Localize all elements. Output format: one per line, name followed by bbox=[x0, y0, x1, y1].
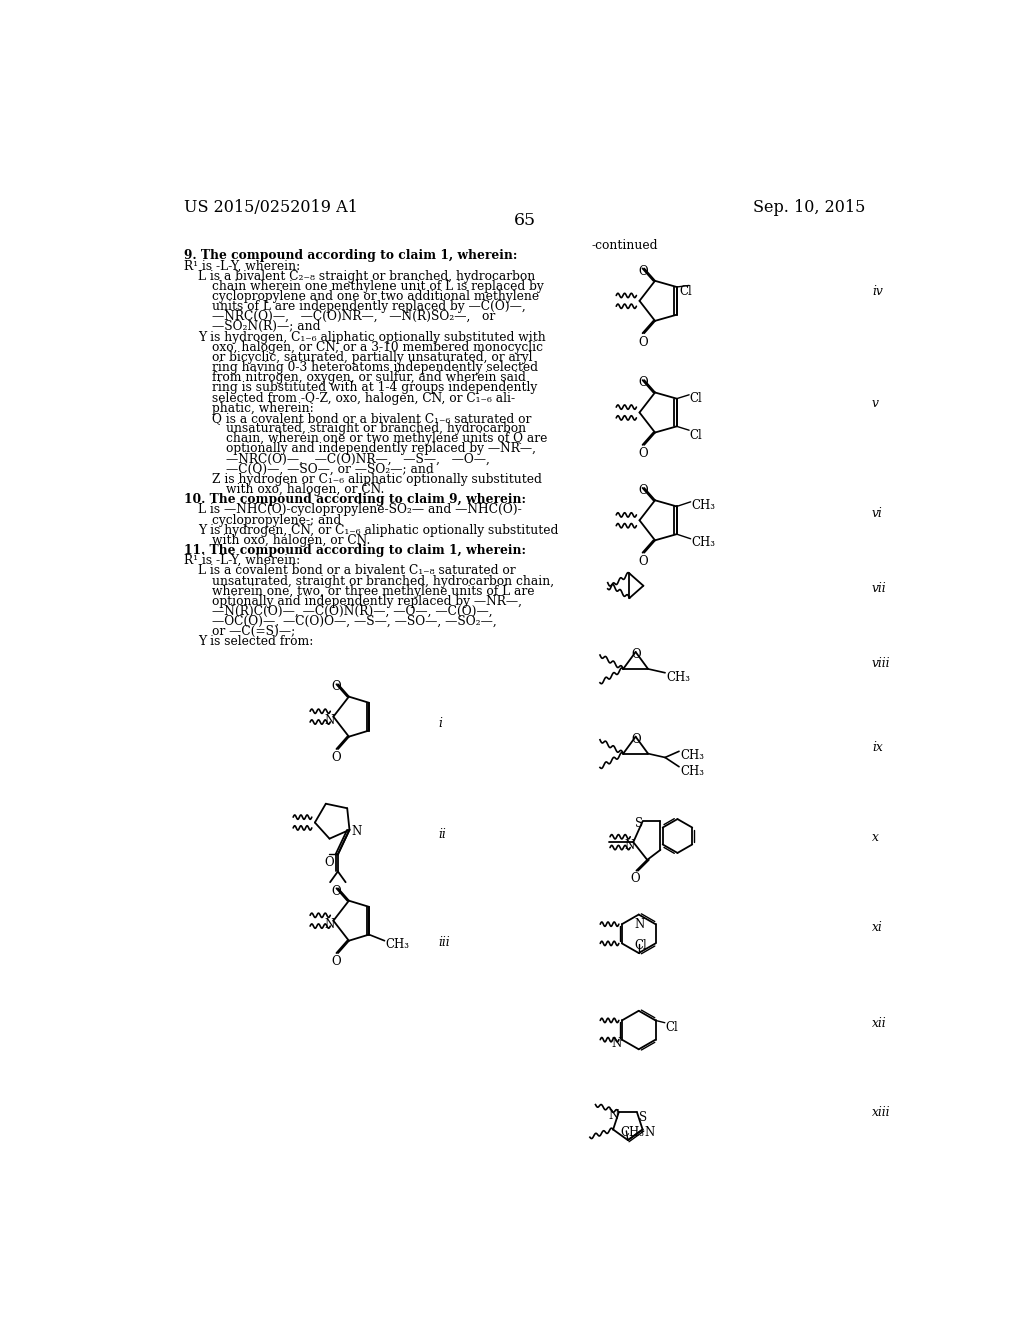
Text: cyclopropylene and one or two additional methylene: cyclopropylene and one or two additional… bbox=[212, 290, 539, 302]
Text: 9. The compound according to claim 1, wherein:: 9. The compound according to claim 1, wh… bbox=[183, 249, 517, 263]
Text: phatic, wherein:: phatic, wherein: bbox=[212, 401, 313, 414]
Text: Sep. 10, 2015: Sep. 10, 2015 bbox=[754, 199, 866, 216]
Text: Q is a covalent bond or a bivalent C₁₋₆ saturated or: Q is a covalent bond or a bivalent C₁₋₆ … bbox=[212, 412, 531, 425]
Text: O: O bbox=[632, 733, 641, 746]
Text: x: x bbox=[872, 830, 879, 843]
Text: selected from -Q-Z, oxo, halogen, CN, or C₁₋₆ ali-: selected from -Q-Z, oxo, halogen, CN, or… bbox=[212, 392, 515, 404]
Text: v: v bbox=[872, 397, 879, 411]
Text: vii: vii bbox=[872, 582, 887, 595]
Text: O: O bbox=[332, 751, 341, 764]
Text: CH₃: CH₃ bbox=[667, 671, 690, 684]
Text: 11. The compound according to claim 1, wherein:: 11. The compound according to claim 1, w… bbox=[183, 544, 525, 557]
Text: Cl: Cl bbox=[666, 1022, 678, 1034]
Text: O: O bbox=[632, 648, 641, 661]
Text: —NRC(O)—,   —C(O)NR—,   —N(R)SO₂—,   or: —NRC(O)—, —C(O)NR—, —N(R)SO₂—, or bbox=[212, 310, 495, 323]
Text: S: S bbox=[639, 1110, 647, 1123]
Text: chain wherein one methylene unit of L is replaced by: chain wherein one methylene unit of L is… bbox=[212, 280, 544, 293]
Text: xii: xii bbox=[872, 1016, 887, 1030]
Text: N: N bbox=[644, 1126, 654, 1139]
Text: N: N bbox=[611, 1036, 622, 1049]
Text: optionally and independently replaced by —NR—,: optionally and independently replaced by… bbox=[212, 595, 521, 607]
Text: Y is selected from:: Y is selected from: bbox=[198, 635, 313, 648]
Text: xiii: xiii bbox=[872, 1106, 891, 1118]
Text: Cl: Cl bbox=[635, 940, 647, 952]
Text: unsaturated, straight or branched, hydrocarbon chain,: unsaturated, straight or branched, hydro… bbox=[212, 574, 554, 587]
Text: oxo, halogen, or CN, or a 3-10 membered monocyclic: oxo, halogen, or CN, or a 3-10 membered … bbox=[212, 341, 543, 354]
Text: optionally and independently replaced by —NR—,: optionally and independently replaced by… bbox=[225, 442, 536, 455]
Text: O: O bbox=[638, 335, 647, 348]
Text: O: O bbox=[630, 873, 640, 886]
Text: Cl: Cl bbox=[690, 429, 702, 442]
Text: R¹ is -L-Y, wherein:: R¹ is -L-Y, wherein: bbox=[183, 260, 300, 272]
Text: O: O bbox=[332, 884, 341, 898]
Text: ring is substituted with at 1-4 groups independently: ring is substituted with at 1-4 groups i… bbox=[212, 381, 537, 395]
Text: iii: iii bbox=[438, 936, 450, 949]
Text: N: N bbox=[324, 714, 334, 726]
Text: 10. The compound according to claim 9, wherein:: 10. The compound according to claim 9, w… bbox=[183, 494, 525, 506]
Text: O: O bbox=[638, 447, 647, 461]
Text: CH₃: CH₃ bbox=[385, 939, 410, 952]
Text: Z is hydrogen or C₁₋₆ aliphatic optionally substituted: Z is hydrogen or C₁₋₆ aliphatic optional… bbox=[212, 473, 542, 486]
Text: R¹ is -L-Y, wherein:: R¹ is -L-Y, wherein: bbox=[183, 554, 300, 568]
Text: ii: ii bbox=[438, 829, 445, 841]
Text: O: O bbox=[638, 554, 647, 568]
Text: L is —NHC(O)-cyclopropylene-SO₂— and —NHC(O)-: L is —NHC(O)-cyclopropylene-SO₂— and —NH… bbox=[198, 503, 521, 516]
Text: vi: vi bbox=[872, 507, 883, 520]
Text: CH₃: CH₃ bbox=[621, 1126, 644, 1139]
Text: O: O bbox=[638, 376, 647, 389]
Text: —OC(O)—, —C(O)O—, —S—, —SO—, —SO₂—,: —OC(O)—, —C(O)O—, —S—, —SO—, —SO₂—, bbox=[212, 615, 497, 628]
Text: CH₃: CH₃ bbox=[681, 766, 705, 779]
Text: L is a covalent bond or a bivalent C₁₋₈ saturated or: L is a covalent bond or a bivalent C₁₋₈ … bbox=[198, 565, 515, 577]
Text: i: i bbox=[438, 718, 442, 730]
Text: wherein one, two, or three methylene units of L are: wherein one, two, or three methylene uni… bbox=[212, 585, 535, 598]
Text: O: O bbox=[638, 484, 647, 498]
Text: US 2015/0252019 A1: US 2015/0252019 A1 bbox=[183, 199, 357, 216]
Text: N: N bbox=[351, 825, 361, 838]
Text: iv: iv bbox=[872, 285, 883, 298]
Text: —N(R)C(O)—, —C(O)N(R)—, —O—, —C(O)—,: —N(R)C(O)—, —C(O)N(R)—, —O—, —C(O)—, bbox=[212, 605, 493, 618]
Text: Cl: Cl bbox=[680, 285, 692, 298]
Text: O: O bbox=[332, 681, 341, 693]
Text: Cl: Cl bbox=[690, 392, 702, 405]
Text: xi: xi bbox=[872, 921, 883, 933]
Text: CH₃: CH₃ bbox=[681, 748, 705, 762]
Text: O: O bbox=[324, 857, 334, 869]
Text: —SO₂N(R)—; and: —SO₂N(R)—; and bbox=[212, 321, 321, 334]
Text: or —C(=S)—;: or —C(=S)—; bbox=[212, 626, 295, 639]
Text: unsaturated, straight or branched, hydrocarbon: unsaturated, straight or branched, hydro… bbox=[225, 422, 525, 436]
Text: S: S bbox=[635, 817, 643, 830]
Text: with oxo, halogen, or CN.: with oxo, halogen, or CN. bbox=[212, 533, 370, 546]
Text: —C(O)—, —SO—, or —SO₂—; and: —C(O)—, —SO—, or —SO₂—; and bbox=[225, 463, 433, 475]
Text: L is a bivalent C₂₋₈ straight or branched, hydrocarbon: L is a bivalent C₂₋₈ straight or branche… bbox=[198, 269, 535, 282]
Text: N: N bbox=[635, 917, 645, 931]
Text: ix: ix bbox=[872, 741, 883, 754]
Text: Y is hydrogen, CN, or C₁₋₆ aliphatic optionally substituted: Y is hydrogen, CN, or C₁₋₆ aliphatic opt… bbox=[198, 524, 558, 537]
Text: N: N bbox=[324, 917, 334, 931]
Text: O: O bbox=[638, 264, 647, 277]
Text: units of L are independently replaced by —C(O)—,: units of L are independently replaced by… bbox=[212, 300, 525, 313]
Text: N: N bbox=[624, 840, 634, 853]
Text: -continued: -continued bbox=[592, 239, 658, 252]
Text: CH₃: CH₃ bbox=[691, 536, 716, 549]
Text: or bicyclic, saturated, partially unsaturated, or aryl: or bicyclic, saturated, partially unsatu… bbox=[212, 351, 532, 364]
Text: N: N bbox=[608, 1109, 618, 1122]
Text: —NRC(O)—,   —C(O)NR—,   —S—,   —O—,: —NRC(O)—, —C(O)NR—, —S—, —O—, bbox=[225, 453, 489, 466]
Text: O: O bbox=[332, 956, 341, 969]
Text: cyclopropylene-; and: cyclopropylene-; and bbox=[212, 513, 341, 527]
Text: Y is hydrogen, C₁₋₆ aliphatic optionally substituted with: Y is hydrogen, C₁₋₆ aliphatic optionally… bbox=[198, 330, 546, 343]
Text: CH₃: CH₃ bbox=[691, 499, 716, 512]
Text: viii: viii bbox=[872, 656, 891, 669]
Text: chain, wherein one or two methylene units of Q are: chain, wherein one or two methylene unit… bbox=[225, 432, 547, 445]
Text: with oxo, halogen, or CN.: with oxo, halogen, or CN. bbox=[225, 483, 384, 496]
Text: ring having 0-3 heteroatoms independently selected: ring having 0-3 heteroatoms independentl… bbox=[212, 362, 538, 374]
Text: 65: 65 bbox=[514, 213, 536, 230]
Text: from nitrogen, oxygen, or sulfur, and wherein said: from nitrogen, oxygen, or sulfur, and wh… bbox=[212, 371, 525, 384]
